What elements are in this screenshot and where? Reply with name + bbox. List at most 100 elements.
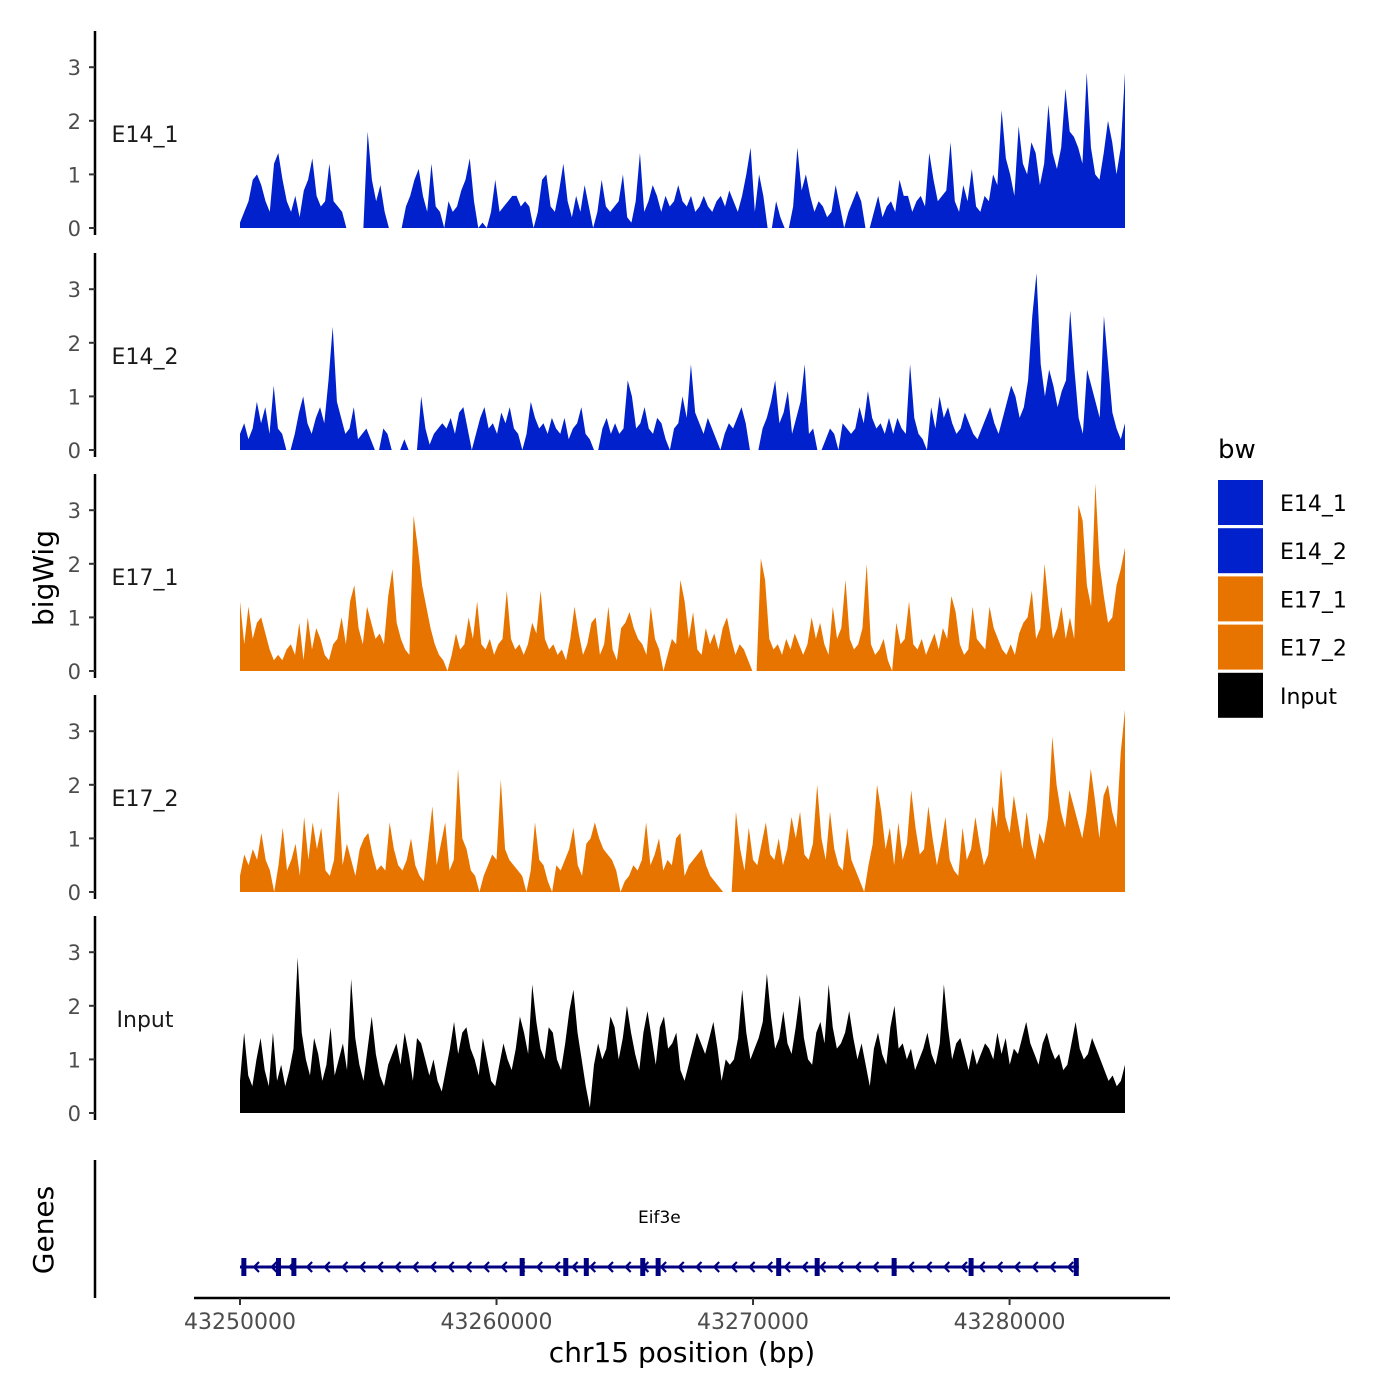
- strand-arrow: [871, 1261, 880, 1273]
- strand-arrow: [1048, 1261, 1057, 1273]
- legend-label: Input: [1280, 685, 1337, 710]
- exon: [519, 1258, 525, 1276]
- strand-arrow: [323, 1261, 331, 1273]
- exon: [275, 1258, 281, 1276]
- exon: [891, 1258, 897, 1276]
- strand-arrow: [553, 1261, 561, 1273]
- strand-arrow: [818, 1261, 827, 1273]
- strand-arrow: [411, 1261, 420, 1273]
- exon: [1073, 1258, 1079, 1276]
- strand-arrow: [606, 1261, 614, 1273]
- coverage-tracks: 0 1 2 3 E14_1 0 1 2 3 E14_2 0 1 2 3 E17_1 0 1 2 3 E17_2 0 1 2 3…: [68, 31, 1125, 1126]
- strand-arrow: [907, 1261, 915, 1273]
- y-tick-label: 1: [68, 1048, 81, 1072]
- exon: [291, 1258, 297, 1276]
- y-tick-label: 0: [68, 439, 81, 463]
- strand-arrow: [482, 1261, 490, 1273]
- strand-arrow: [925, 1261, 933, 1273]
- x-tick-label: 43250000: [184, 1310, 296, 1335]
- y-tick-label: 3: [68, 56, 81, 80]
- strand-arrow: [1013, 1261, 1021, 1273]
- coverage-area: [240, 72, 1125, 228]
- strand-arrow: [960, 1261, 968, 1273]
- gene-eif3e: Eif3e: [240, 1208, 1079, 1276]
- strand-arrow: [783, 1261, 791, 1273]
- legend: bw E14_1 E14_2 E17_1 E17_2 Input: [1218, 435, 1347, 718]
- coverage-area: [240, 957, 1125, 1113]
- legend-label: E17_2: [1280, 637, 1347, 662]
- strand-arrow: [305, 1261, 313, 1273]
- coverage-area: [240, 483, 1125, 671]
- y-tick-label: 1: [68, 163, 81, 187]
- track-label: E14_1: [112, 123, 179, 148]
- track-label: E17_1: [112, 566, 179, 591]
- y-tick-label: 1: [68, 827, 81, 851]
- legend-label: E14_2: [1280, 540, 1347, 565]
- genes-axis-title: Genes: [27, 1186, 60, 1274]
- strand-arrow: [358, 1261, 366, 1273]
- strand-arrow: [801, 1261, 809, 1273]
- exon: [776, 1258, 782, 1276]
- strand-arrow: [748, 1261, 756, 1273]
- strand-arrow: [500, 1261, 508, 1273]
- legend-entry-input: Input: [1218, 672, 1337, 718]
- strand-arrow: [712, 1261, 720, 1273]
- strand-arrows: [252, 1261, 1074, 1273]
- exon: [814, 1258, 820, 1276]
- legend-entry-e17-2: E17_2: [1218, 624, 1347, 670]
- legend-title: bw: [1218, 435, 1256, 465]
- strand-arrow: [1031, 1261, 1039, 1273]
- y-tick-label: 0: [68, 660, 81, 684]
- genes-panel: Eif3e: [93, 1160, 1079, 1298]
- exon: [241, 1258, 247, 1276]
- legend-swatch: [1218, 528, 1263, 574]
- strand-arrow: [677, 1261, 685, 1273]
- y-tick-label: 3: [68, 941, 81, 965]
- x-tick-label: 43260000: [441, 1310, 553, 1335]
- x-axis-title: chr15 position (bp): [549, 1336, 815, 1369]
- track-label: E17_2: [112, 787, 179, 812]
- y-tick-label: 0: [68, 217, 81, 241]
- legend-entry-e14-2: E14_2: [1218, 528, 1347, 574]
- gene-label: Eif3e: [638, 1208, 681, 1228]
- coverage-area: [240, 709, 1125, 892]
- legend-swatch: [1218, 480, 1263, 525]
- strand-arrow: [535, 1261, 543, 1273]
- legend-entries: E14_1 E14_2 E17_1 E17_2 Input: [1218, 480, 1347, 718]
- legend-swatch: [1218, 576, 1263, 622]
- strand-arrow: [340, 1261, 349, 1273]
- coverage-area: [240, 273, 1125, 450]
- strand-arrow: [394, 1261, 402, 1273]
- y-tick-label: 0: [68, 881, 81, 905]
- y-tick-label: 1: [68, 606, 81, 630]
- strand-arrow: [942, 1261, 951, 1273]
- strand-arrow: [624, 1261, 632, 1273]
- y-tick-label: 3: [68, 278, 81, 302]
- strand-arrow: [270, 1261, 278, 1273]
- y-tick-label: 2: [68, 332, 81, 356]
- y-tick-label: 3: [68, 499, 81, 523]
- strand-arrow: [571, 1261, 579, 1273]
- track-label: Input: [117, 1008, 174, 1033]
- legend-swatch: [1218, 672, 1263, 718]
- strand-arrow: [730, 1261, 738, 1273]
- strand-arrow: [376, 1261, 384, 1273]
- y-tick-label: 2: [68, 995, 81, 1019]
- y-tick-label: 2: [68, 110, 81, 134]
- y-tick-label: 1: [68, 385, 81, 409]
- strand-arrow: [252, 1261, 260, 1273]
- exon: [563, 1258, 569, 1276]
- strand-arrow: [765, 1261, 774, 1273]
- track-input: 0 1 2 3 Input: [68, 916, 1125, 1126]
- x-tick-label: 43270000: [697, 1310, 809, 1335]
- strand-arrow: [836, 1261, 844, 1273]
- legend-entry-e17-1: E17_1: [1218, 576, 1347, 622]
- y-tick-label: 2: [68, 553, 81, 577]
- exon: [640, 1258, 646, 1276]
- strand-arrow: [659, 1261, 667, 1273]
- track-e17-2: 0 1 2 3 E17_2: [68, 695, 1125, 905]
- track-e14-1: 0 1 2 3 E14_1: [68, 31, 1125, 241]
- x-tick-label: 43280000: [954, 1310, 1066, 1335]
- y-axis-title: bigWig: [27, 530, 60, 626]
